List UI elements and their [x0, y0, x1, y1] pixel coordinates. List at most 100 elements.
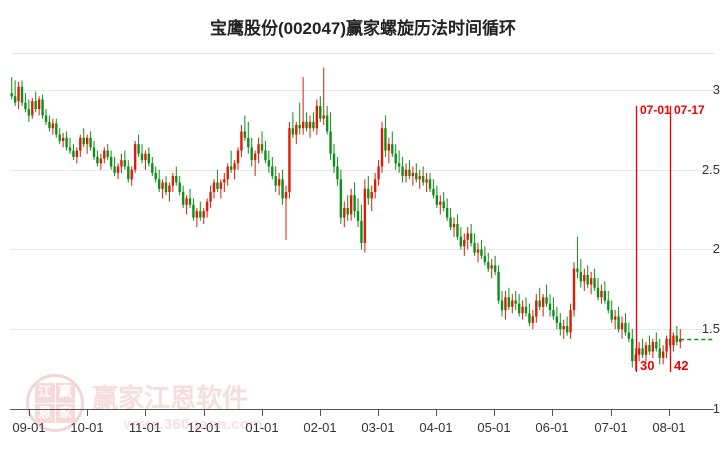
candle-body [637, 348, 641, 355]
candle-body [205, 201, 209, 212]
candle-body [603, 290, 607, 301]
candle-body [548, 303, 552, 311]
candle-body [332, 153, 336, 167]
candle-body [61, 137, 65, 141]
candle-body [679, 338, 682, 342]
candle-body [257, 144, 260, 154]
candle-body [428, 179, 432, 189]
candle-body [157, 179, 161, 189]
candle-body [315, 105, 319, 129]
cycle-count-label-30: 30 [640, 358, 655, 373]
candle-body [401, 166, 404, 177]
candle-body [209, 192, 212, 202]
candle-body [291, 128, 295, 135]
candle-body [521, 306, 524, 314]
candle-body [130, 169, 133, 180]
candle-body [346, 207, 349, 215]
candle-body [562, 326, 565, 330]
x-axis-label-02-01: 02-01 [303, 420, 337, 435]
candle-body [216, 182, 219, 189]
candle-body [281, 179, 284, 199]
candle-body [435, 195, 439, 205]
candle-body [490, 265, 493, 269]
candle-body [620, 322, 624, 330]
candle-body [247, 137, 250, 148]
candle-body [589, 278, 593, 285]
candle-body [538, 300, 541, 307]
candle-body [607, 300, 610, 311]
candle-body [531, 316, 535, 323]
y-axis-label-3: 3 [712, 81, 720, 97]
y-axis-label-2: 2 [712, 241, 720, 257]
candle-body [147, 153, 151, 164]
candle-body [308, 121, 312, 129]
candle-body [329, 131, 332, 154]
x-axis-label-05-01: 05-01 [477, 420, 511, 435]
candle-body [229, 166, 233, 170]
candle-series [10, 67, 682, 371]
candle-body [58, 134, 61, 141]
candle-body [322, 115, 325, 119]
candle-body [226, 166, 229, 180]
candle-body [284, 192, 288, 199]
candle-body [559, 322, 562, 330]
y-axis-label-1: 1 [712, 401, 720, 416]
candle-body [641, 348, 644, 355]
candle-body [336, 166, 339, 180]
candle-body [432, 188, 435, 196]
candle-body [627, 332, 631, 339]
candle-body [528, 313, 531, 323]
candle-body [631, 338, 634, 362]
candle-body [610, 310, 613, 320]
candle-body [456, 223, 459, 237]
cycle-date-label-07-01: 07-01 [640, 103, 671, 117]
header-divider [12, 53, 714, 54]
candle-body [168, 185, 171, 193]
candle-body [408, 169, 411, 177]
candle-body [96, 156, 99, 164]
candle-body [212, 182, 216, 193]
candle-body [127, 166, 130, 180]
candle-body [72, 150, 75, 157]
candle-body [600, 290, 603, 298]
candle-body [195, 211, 199, 218]
candle-body [500, 300, 504, 311]
candle-body [415, 172, 418, 180]
candle-body [651, 342, 655, 352]
candle-body [92, 147, 96, 157]
candle-body [192, 204, 195, 218]
candle-body [349, 195, 353, 215]
candle-body [363, 188, 367, 244]
candle-body [236, 150, 240, 164]
candle-body [295, 125, 298, 135]
candle-body [271, 166, 274, 177]
candle-body [661, 351, 665, 358]
candle-body [44, 115, 48, 122]
candle-body [27, 109, 31, 116]
candle-body [411, 172, 415, 177]
candle-body [253, 153, 257, 161]
candle-body [617, 316, 620, 330]
candle-body [185, 198, 188, 205]
candle-body [373, 179, 377, 193]
candle-body [555, 316, 559, 323]
candle-body [219, 182, 223, 189]
candle-body [109, 156, 113, 167]
candle-body [524, 306, 528, 314]
x-axis-label-09-01: 09-01 [12, 420, 46, 435]
candle-body [233, 163, 236, 170]
candle-body [151, 163, 154, 173]
candle-body [511, 300, 514, 307]
cycle-count-label-42: 42 [674, 358, 689, 373]
y-axis-label-2.5: 2.5 [701, 161, 720, 177]
candle-body [655, 342, 658, 349]
candle-body [17, 86, 20, 102]
candle-body [24, 102, 27, 110]
candle-body [82, 137, 85, 145]
candle-body [439, 201, 442, 205]
candle-body [367, 188, 370, 199]
candle-body [552, 310, 555, 317]
candle-body [596, 287, 600, 298]
candle-body [672, 335, 675, 346]
